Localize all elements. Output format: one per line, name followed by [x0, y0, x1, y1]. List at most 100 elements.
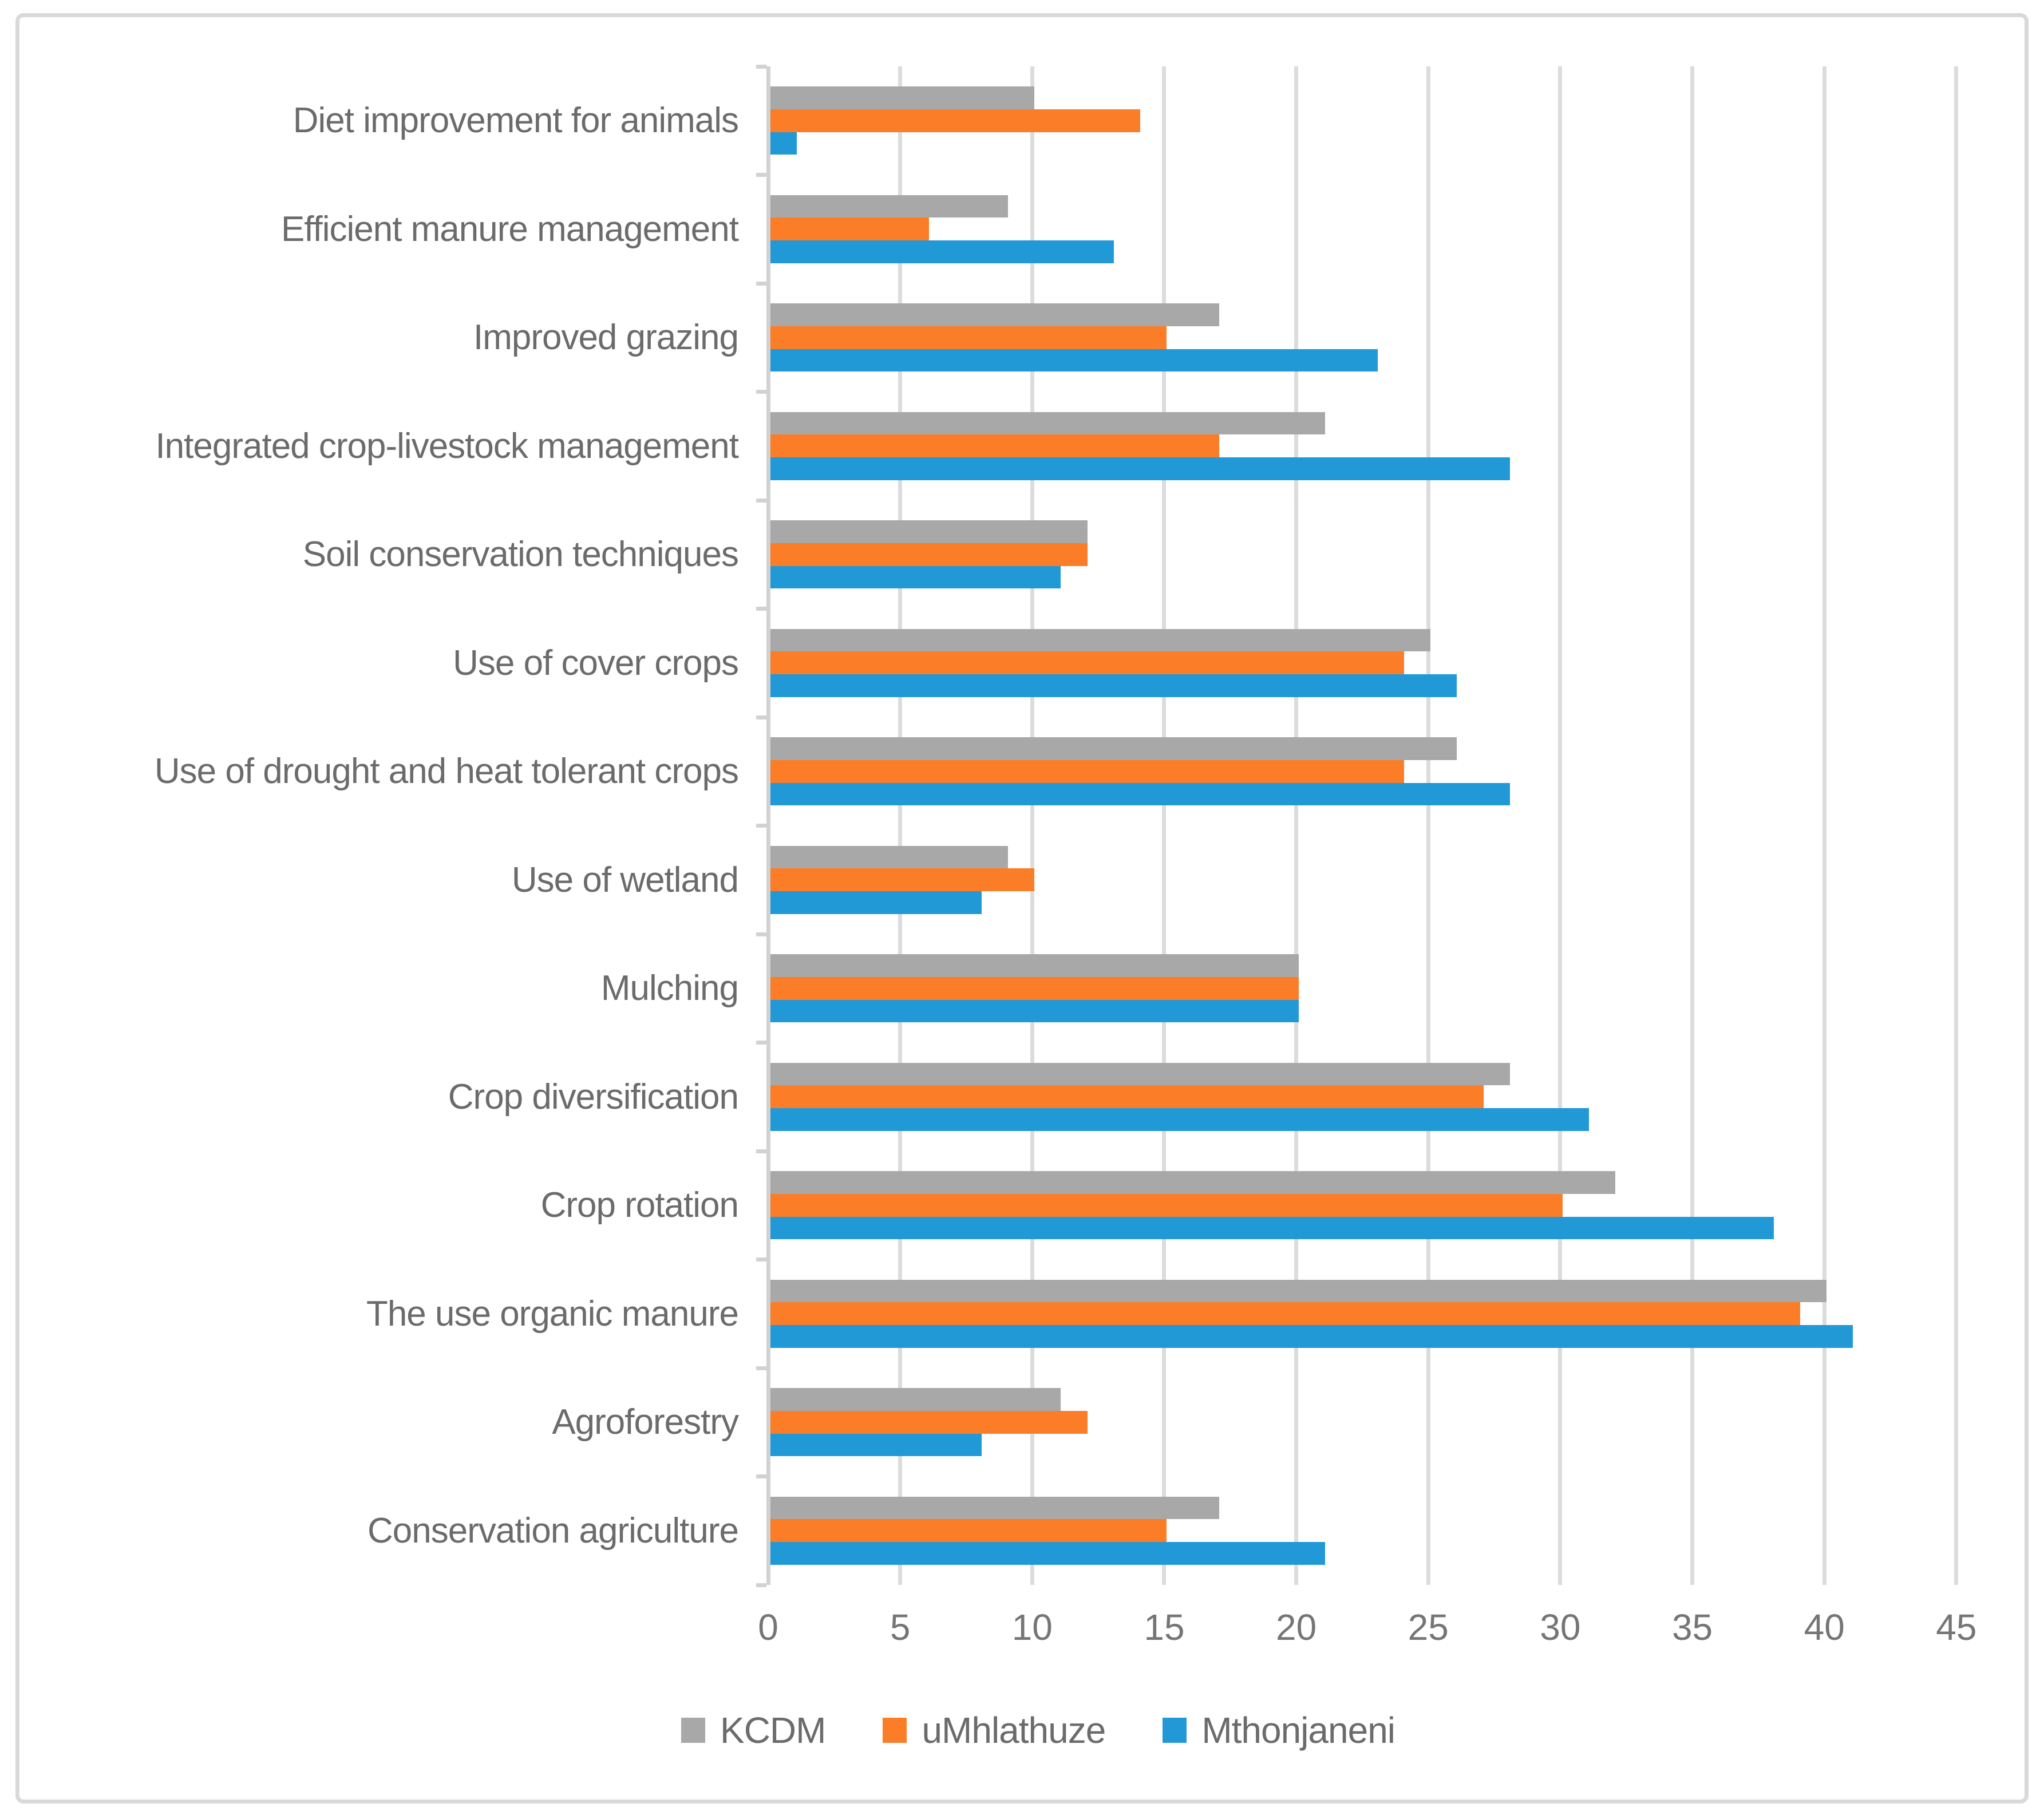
- category-axis-tick: [756, 1041, 766, 1045]
- bar-kcdm: [770, 1171, 1616, 1194]
- bar-kcdm: [770, 737, 1457, 760]
- category-label: Mulching: [600, 968, 739, 1009]
- bar-umhlathuze: [770, 1302, 1801, 1326]
- category-axis-tick: [756, 1474, 766, 1478]
- bar-mthonjaneni: [770, 1325, 1853, 1348]
- bar-kcdm: [770, 845, 1009, 869]
- category-axis-tick: [756, 64, 766, 69]
- category-axis-tick: [756, 824, 766, 828]
- category-axis-tick: [756, 281, 766, 286]
- category-label: Use of wetland: [511, 860, 739, 900]
- bar-kcdm: [770, 195, 1009, 218]
- legend-swatch-kcdm: [681, 1718, 705, 1743]
- legend-label: uMhlathuze: [922, 1710, 1106, 1751]
- category-axis-tick: [756, 498, 766, 503]
- category-axis-tick: [756, 390, 766, 394]
- gridline-20: [1294, 66, 1299, 1585]
- legend-item-umhlathuze: uMhlathuze: [883, 1709, 1106, 1751]
- gridline-25: [1426, 66, 1430, 1585]
- bar-kcdm: [770, 412, 1325, 435]
- gridline-40: [1822, 66, 1826, 1585]
- category-axis-line: [766, 66, 770, 1585]
- bar-mthonjaneni: [770, 782, 1510, 806]
- bar-mthonjaneni: [770, 349, 1378, 372]
- category-label: Improved grazing: [473, 318, 739, 358]
- bar-umhlathuze: [770, 109, 1140, 132]
- bar-mthonjaneni: [770, 457, 1510, 480]
- bar-mthonjaneni: [770, 1108, 1590, 1131]
- x-tick-label-30: 30: [1540, 1607, 1581, 1648]
- gridline-30: [1558, 66, 1563, 1585]
- bar-umhlathuze: [770, 651, 1405, 675]
- category-label: Diet improvement for animals: [292, 101, 739, 141]
- bar-umhlathuze: [770, 326, 1167, 349]
- bar-kcdm: [770, 1279, 1827, 1303]
- x-tick-label-5: 5: [889, 1607, 911, 1648]
- bar-kcdm: [770, 1388, 1061, 1411]
- x-tick-label-35: 35: [1671, 1607, 1713, 1648]
- category-axis-tick: [756, 1366, 766, 1370]
- bar-mthonjaneni: [770, 891, 982, 914]
- gridline-45: [1954, 66, 1959, 1585]
- category-axis-tick: [756, 715, 766, 719]
- legend-swatch-mthonjaneni: [1163, 1718, 1187, 1743]
- bar-mthonjaneni: [770, 999, 1299, 1023]
- bar-umhlathuze: [770, 434, 1220, 458]
- bar-umhlathuze: [770, 218, 929, 241]
- x-tick-label-20: 20: [1276, 1607, 1317, 1648]
- bar-kcdm: [770, 520, 1088, 543]
- category-label: Efficient manure management: [281, 209, 739, 249]
- x-tick-label-0: 0: [758, 1607, 778, 1648]
- x-tick-label-15: 15: [1144, 1607, 1185, 1648]
- bar-mthonjaneni: [770, 566, 1061, 589]
- category-axis-tick: [756, 607, 766, 611]
- category-label: Crop diversification: [448, 1077, 739, 1117]
- category-label: Soil conservation techniques: [302, 535, 739, 575]
- bar-umhlathuze: [770, 1410, 1088, 1434]
- legend-item-kcdm: KCDM: [681, 1709, 826, 1751]
- gridline-5: [898, 66, 903, 1585]
- legend-label: KCDM: [720, 1710, 826, 1751]
- category-axis-tick: [756, 932, 766, 936]
- bar-kcdm: [770, 954, 1299, 977]
- gridline-35: [1690, 66, 1695, 1585]
- x-tick-label-45: 45: [1936, 1607, 1977, 1648]
- legend: KCDM uMhlathuze Mthonjaneni: [16, 1705, 2044, 1756]
- bar-kcdm: [770, 303, 1220, 326]
- bar-umhlathuze: [770, 1193, 1563, 1217]
- category-axis-tick: [756, 1583, 766, 1587]
- category-axis-tick: [756, 173, 766, 177]
- bar-kcdm: [770, 1062, 1510, 1086]
- x-tick-label-25: 25: [1408, 1607, 1449, 1648]
- bar-umhlathuze: [770, 976, 1299, 1000]
- category-axis-tick: [756, 1149, 766, 1153]
- category-label: Use of drought and heat tolerant crops: [154, 752, 739, 792]
- bar-umhlathuze: [770, 1085, 1484, 1109]
- bar-mthonjaneni: [770, 132, 797, 155]
- legend-label: Mthonjaneni: [1201, 1710, 1395, 1751]
- category-axis-tick: [756, 1258, 766, 1262]
- legend-item-mthonjaneni: Mthonjaneni: [1163, 1709, 1395, 1751]
- bar-umhlathuze: [770, 760, 1405, 783]
- bar-kcdm: [770, 628, 1431, 652]
- bar-mthonjaneni: [770, 674, 1457, 697]
- chart-outer-border: [15, 13, 2029, 1804]
- bar-umhlathuze: [770, 868, 1035, 892]
- legend-swatch-umhlathuze: [883, 1718, 907, 1743]
- category-label: The use organic manure: [366, 1294, 739, 1334]
- gridline-10: [1030, 66, 1034, 1585]
- x-tick-label-10: 10: [1011, 1607, 1053, 1648]
- category-label: Crop rotation: [540, 1185, 739, 1225]
- bar-mthonjaneni: [770, 1216, 1774, 1240]
- x-tick-label-40: 40: [1804, 1607, 1845, 1648]
- gridline-15: [1162, 66, 1167, 1585]
- bar-kcdm: [770, 86, 1035, 109]
- category-label: Integrated crop-livestock management: [155, 426, 739, 466]
- category-label: Agroforestry: [552, 1402, 739, 1442]
- bar-umhlathuze: [770, 543, 1088, 566]
- bar-mthonjaneni: [770, 1542, 1325, 1565]
- bar-mthonjaneni: [770, 240, 1114, 263]
- category-label: Use of cover crops: [453, 643, 739, 683]
- category-label: Conservation agriculture: [367, 1510, 739, 1551]
